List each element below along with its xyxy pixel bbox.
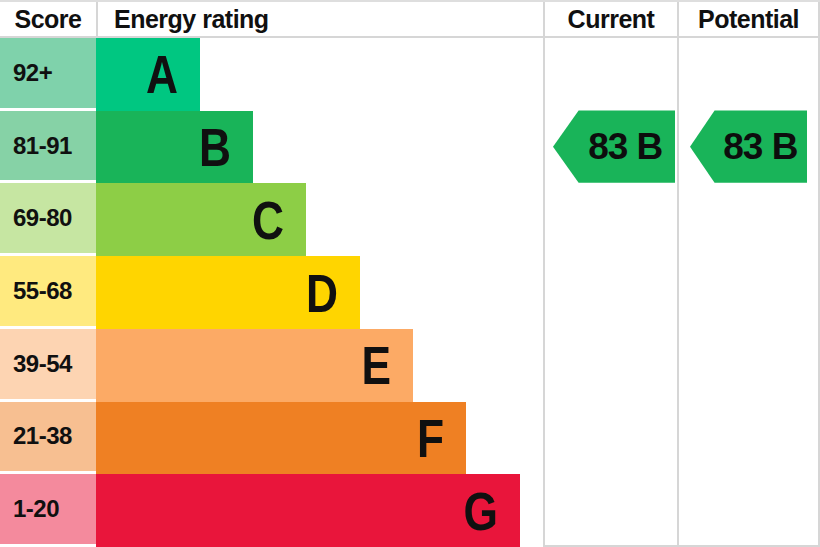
rating-bar: A <box>96 38 200 111</box>
rating-bar: G <box>96 474 520 547</box>
current-rating-label: 83 B <box>588 128 662 165</box>
potential-column: 83 B <box>677 38 820 547</box>
score-range-cell: 69-80 <box>0 183 96 256</box>
score-range-cell: 81-91 <box>0 111 96 184</box>
rating-bands: 92+ A 81-91 B 69-80 C 55-68 D 39-54 E 21… <box>0 38 543 547</box>
potential-rating-arrow: 83 B <box>690 110 807 182</box>
score-range-cell: 55-68 <box>0 256 96 329</box>
rating-bar: C <box>96 183 306 256</box>
score-range-cell: 1-20 <box>0 474 96 547</box>
rating-letter: B <box>199 120 231 174</box>
band-row: 39-54 E <box>0 329 543 402</box>
band-row: 92+ A <box>0 38 543 111</box>
rating-letter: A <box>146 47 178 101</box>
score-range-cell: 92+ <box>0 38 96 111</box>
band-row: 69-80 C <box>0 183 543 256</box>
rating-letter: C <box>252 193 284 247</box>
column-header-energy-rating: Energy rating <box>96 2 543 38</box>
band-row: 81-91 B <box>0 111 543 184</box>
band-row: 21-38 F <box>0 402 543 475</box>
column-header-score: Score <box>0 2 96 38</box>
column-header-potential: Potential <box>677 2 820 38</box>
header-row: Score Energy rating Current Potential <box>0 2 820 38</box>
chart-body: 92+ A 81-91 B 69-80 C 55-68 D 39-54 E 21… <box>0 38 820 547</box>
band-row: 55-68 D <box>0 256 543 329</box>
score-range-cell: 21-38 <box>0 402 96 475</box>
current-column: 83 B <box>543 38 677 547</box>
rating-letter: D <box>306 266 338 320</box>
epc-rating-chart: Score Energy rating Current Potential 92… <box>0 0 820 547</box>
rating-letter: F <box>417 411 444 465</box>
rating-letter: E <box>361 338 391 392</box>
potential-rating-label: 83 B <box>723 128 797 165</box>
band-row: 1-20 G <box>0 474 543 547</box>
rating-bar: D <box>96 256 360 329</box>
column-header-current: Current <box>543 2 677 38</box>
rating-bar: E <box>96 329 413 402</box>
current-rating-arrow: 83 B <box>553 110 675 182</box>
rating-bar: F <box>96 402 466 475</box>
rating-bar: B <box>96 111 253 184</box>
rating-letter: G <box>464 484 498 538</box>
score-range-cell: 39-54 <box>0 329 96 402</box>
